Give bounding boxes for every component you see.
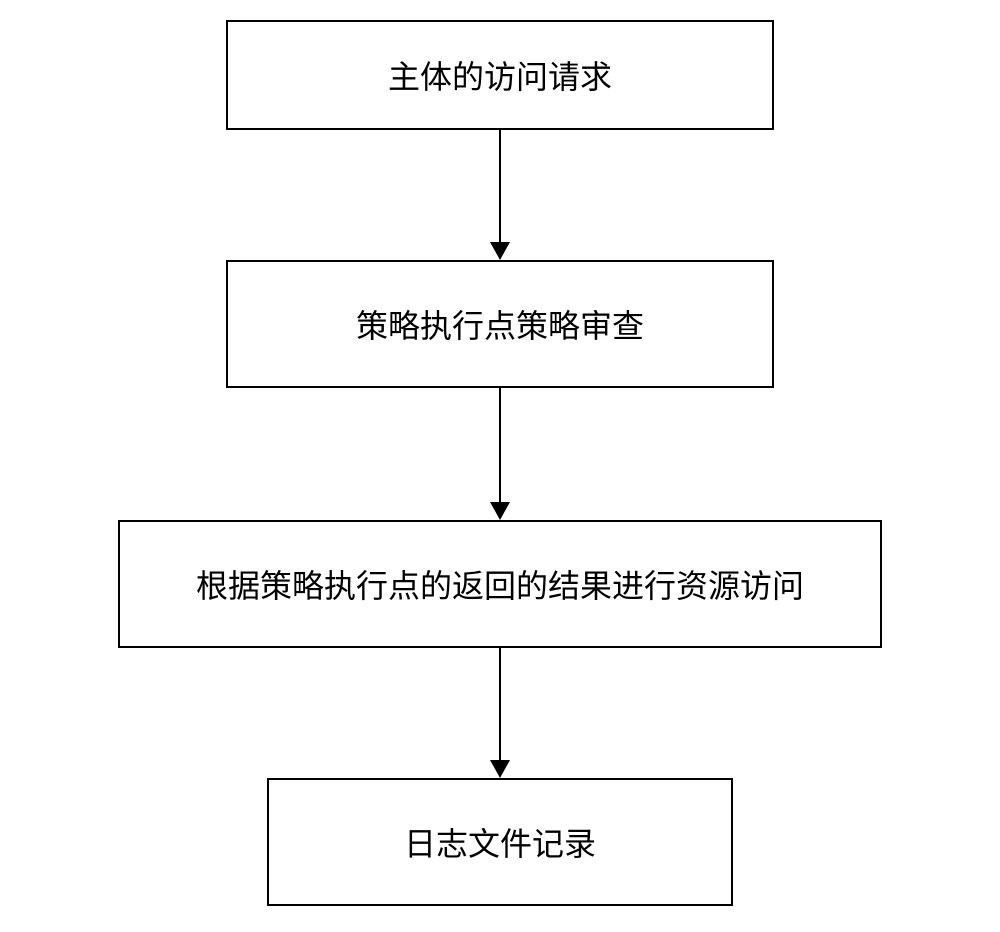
- flowchart-arrow-2: [490, 388, 510, 520]
- node-label: 策略执行点策略审查: [356, 301, 644, 347]
- flowchart-node-1: 主体的访问请求: [226, 20, 774, 130]
- node-label: 日志文件记录: [404, 819, 596, 865]
- flowchart-arrow-1: [490, 130, 510, 260]
- node-label: 根据策略执行点的返回的结果进行资源访问: [196, 561, 804, 607]
- flowchart-node-2: 策略执行点策略审查: [226, 260, 774, 388]
- node-label: 主体的访问请求: [388, 52, 612, 98]
- flowchart-node-4: 日志文件记录: [267, 778, 733, 906]
- flowchart-arrow-3: [490, 648, 510, 778]
- flowchart-node-3: 根据策略执行点的返回的结果进行资源访问: [118, 520, 882, 648]
